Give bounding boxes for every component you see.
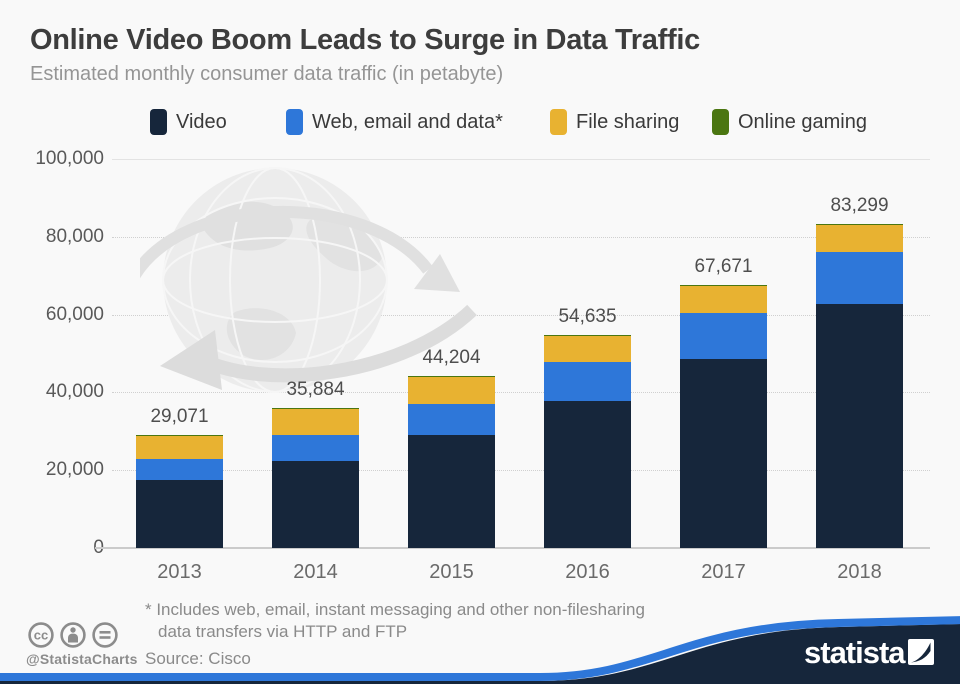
legend-swatch [150,109,167,135]
statista-logo-mark [908,639,934,665]
legend-label: Web, email and data* [312,110,503,133]
bar-segment-2017-online-gaming [680,284,767,286]
bar-segment-2016-online-gaming [544,335,631,336]
no-derivatives-icon [92,622,118,648]
page-title: Online Video Boom Leads to Surge in Data… [30,24,700,56]
bar-segment-2017-file-sharing [680,285,767,314]
x-axis-category-label-2017: 2017 [701,561,746,583]
x-axis-line [95,547,930,549]
bar-segment-2015-video [408,434,495,548]
x-axis-category-label-2013: 2013 [157,561,202,583]
brand-wedge [0,616,960,684]
footnote-line-1: * Includes web, email, instant messaging… [145,600,645,619]
gridline-60000 [112,314,930,316]
x-axis-category-label-2016: 2016 [565,561,610,583]
page-subtitle: Estimated monthly consumer data traffic … [30,63,504,85]
total-value-label-2015: 44,204 [422,347,481,369]
bar-segment-2018-video [816,304,903,548]
attribution-icon [60,622,86,648]
total-value-label-2018: 83,299 [830,194,889,216]
bar-segment-2015-file-sharing [408,376,495,405]
cc-icon: cc [28,622,54,648]
statista-charts-handle: @StatistaCharts [26,651,138,667]
footnote-line-2: data transfers via HTTP and FTP [158,622,408,641]
gridline-20000 [112,470,930,472]
bar-segment-2018-web-email-and-data [816,251,903,305]
license-icons: cc [28,622,118,648]
bar-segment-2017-web-email-and-data [680,313,767,359]
total-value-label-2013: 29,071 [150,405,209,427]
legend-swatch [712,109,729,135]
legend-item-video: Video [150,109,227,135]
source-label: Source: Cisco [145,649,251,668]
legend-item-file-sharing: File sharing [550,109,679,135]
bar-segment-2016-file-sharing [544,335,631,363]
bar-segment-2015-web-email-and-data [408,404,495,435]
svg-text:cc: cc [34,628,48,643]
bar-segment-2017-video [680,358,767,548]
y-axis-tick-label: 0 [18,538,104,558]
bar-segment-2014-file-sharing [272,408,359,436]
total-value-label-2016: 54,635 [558,306,617,328]
bar-segment-2013-file-sharing [136,435,223,459]
bar-segment-2016-web-email-and-data [544,362,631,401]
globe-watermark-icon [140,167,477,393]
gridline-100000 [112,159,930,160]
total-value-label-2014: 35,884 [286,379,345,401]
bar-segment-2014-web-email-and-data [272,435,359,462]
bar-segment-2013-web-email-and-data [136,458,223,480]
legend-item-online-gaming: Online gaming [712,109,867,135]
x-axis-category-label-2015: 2015 [429,561,474,583]
bar-segment-2013-video [136,479,223,548]
statista-logo-text: statista [804,635,906,670]
legend-swatch [550,109,567,135]
x-axis-category-label-2014: 2014 [293,561,338,583]
legend-swatch [286,109,303,135]
legend-label: Video [176,110,227,133]
legend-label: File sharing [576,110,680,133]
y-axis-tick-label: 40,000 [45,381,104,403]
bar-segment-2016-video [544,400,631,548]
y-axis-tick-label: 20,000 [45,459,104,481]
legend-label: Online gaming [738,110,867,133]
gridline-80000 [112,236,930,238]
bar-segment-2018-file-sharing [816,224,903,252]
bar-segment-2018-online-gaming [816,223,903,225]
y-axis-tick-label: 80,000 [45,225,104,247]
legend-item-web-email-and-data: Web, email and data* [286,109,503,135]
total-value-label-2017: 67,671 [694,255,753,277]
y-axis-tick-label: 60,000 [45,303,104,325]
y-axis-tick-label: 100,000 [35,148,104,169]
gridline-40000 [112,392,930,394]
x-axis-category-label-2018: 2018 [837,561,882,583]
bar-segment-2014-video [272,461,359,548]
